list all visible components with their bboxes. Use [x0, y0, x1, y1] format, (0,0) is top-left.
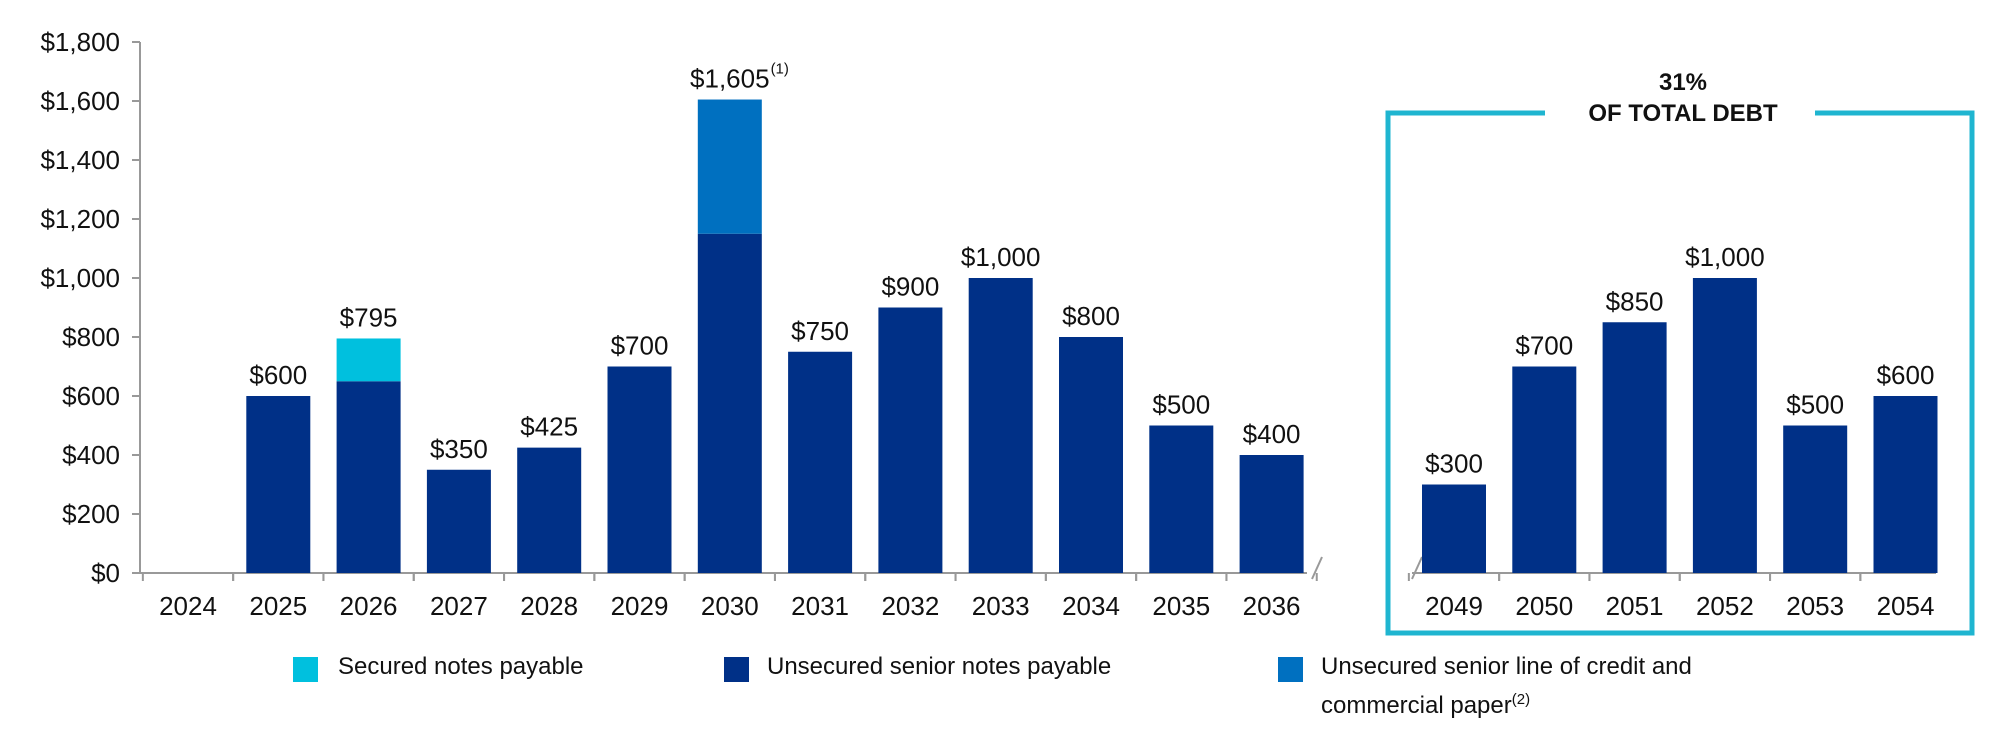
x-tick-label: 2053 [1786, 591, 1844, 621]
data-label: $900 [881, 272, 939, 302]
data-label: $350 [430, 434, 488, 464]
bar [1692, 278, 1757, 573]
data-label: $400 [1243, 419, 1301, 449]
bar [1239, 455, 1304, 573]
x-tick-label: 2033 [972, 591, 1030, 621]
data-label: $600 [1877, 360, 1935, 390]
data-label: $500 [1152, 390, 1210, 420]
bar [426, 469, 491, 573]
data-label: $600 [249, 360, 307, 390]
x-tick-label: 2027 [430, 591, 488, 621]
bar [607, 366, 672, 573]
legend-swatch [1278, 657, 1303, 682]
y-tick-label: $1,400 [40, 145, 120, 175]
data-label: $795 [340, 302, 398, 332]
bar [336, 338, 401, 382]
x-tick-label: 2030 [701, 591, 759, 621]
data-label: $700 [1515, 331, 1573, 361]
bar [968, 278, 1033, 573]
x-tick-label: 2054 [1877, 591, 1935, 621]
footnote-marker: (1) [771, 61, 789, 78]
x-tick-label: 2029 [611, 591, 669, 621]
data-label: $750 [791, 316, 849, 346]
bar [1783, 425, 1848, 573]
axis-break [1311, 556, 1323, 580]
data-label: $300 [1425, 449, 1483, 479]
bar [517, 447, 582, 573]
data-label: $1,605 [690, 64, 770, 94]
y-tick-label: $1,600 [40, 86, 120, 116]
y-tick-label: $400 [62, 440, 120, 470]
x-tick-label: 2026 [340, 591, 398, 621]
box-annotation: OF TOTAL DEBT [1588, 100, 1778, 127]
bar [697, 99, 762, 234]
y-tick-label: $1,200 [40, 204, 120, 234]
legend-text: Unsecured senior line of credit and comm… [1321, 653, 1692, 719]
x-tick-label: 2036 [1243, 591, 1301, 621]
data-label: $800 [1062, 301, 1120, 331]
x-tick-label: 2034 [1062, 591, 1120, 621]
y-tick-label: $800 [62, 322, 120, 352]
bar [1149, 425, 1214, 573]
bar [788, 351, 853, 573]
data-label: $425 [520, 412, 578, 442]
legend-swatch [724, 657, 749, 682]
bar [246, 396, 311, 573]
legend-label: Secured notes payable [338, 650, 738, 683]
y-tick-label: $1,000 [40, 263, 120, 293]
data-label: $850 [1606, 286, 1664, 316]
y-tick-label: $1,800 [40, 27, 120, 57]
data-label: $1,000 [961, 242, 1041, 272]
data-label: $1,000 [1685, 242, 1765, 272]
legend-text: Secured notes payable [338, 653, 584, 680]
x-tick-label: 2051 [1606, 591, 1664, 621]
bar [336, 381, 401, 573]
x-tick-label: 2050 [1515, 591, 1573, 621]
data-label: $500 [1786, 390, 1844, 420]
x-tick-label: 2032 [881, 591, 939, 621]
legend-label: Unsecured senior line of credit and comm… [1321, 650, 1751, 722]
bar [1059, 337, 1123, 573]
legend-text: Unsecured senior notes payable [767, 653, 1112, 680]
box-annotation: 31% [1659, 69, 1707, 96]
x-tick-label: 2028 [520, 591, 578, 621]
bar [1602, 322, 1667, 573]
x-tick-label: 2031 [791, 591, 849, 621]
x-tick-label: 2025 [249, 591, 307, 621]
x-tick-label: 2024 [159, 591, 217, 621]
legend-swatch [293, 657, 318, 682]
bar [1512, 366, 1577, 573]
x-tick-label: 2049 [1425, 591, 1483, 621]
box-gap [1545, 95, 1815, 137]
data-label: $700 [611, 331, 669, 361]
bar [1873, 396, 1938, 573]
y-tick-label: $600 [62, 381, 120, 411]
bar [697, 233, 762, 573]
y-tick-label: $0 [91, 558, 120, 588]
bar [1422, 484, 1486, 573]
bar [878, 307, 943, 573]
y-tick-label: $200 [62, 499, 120, 529]
x-tick-label: 2052 [1696, 591, 1754, 621]
axis-break [1411, 556, 1423, 580]
legend-label: Unsecured senior notes payable [767, 650, 1167, 683]
legend-footnote: (2) [1511, 691, 1531, 708]
x-tick-label: 2035 [1152, 591, 1210, 621]
